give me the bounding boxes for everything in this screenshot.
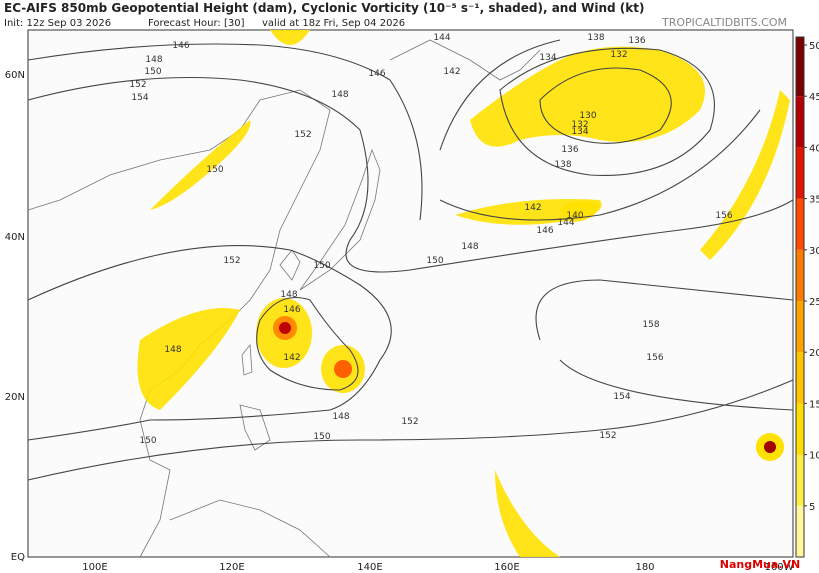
contour-label: 138 <box>587 33 604 43</box>
valid-time: valid at 18z Fri, Sep 04 2026 <box>262 18 405 29</box>
coastline <box>27 89 331 558</box>
contour-label: 136 <box>561 145 578 155</box>
contour-label: 148 <box>164 345 181 355</box>
init: Init: 12z Sep 03 2026 <box>4 18 111 29</box>
contour-label: 146 <box>368 69 385 79</box>
lon-label: 100E <box>82 562 107 573</box>
colorbar-frame <box>795 36 805 558</box>
coastline-2 <box>169 39 541 558</box>
lon-label: 160E <box>494 562 519 573</box>
contour-label: 154 <box>613 392 630 402</box>
contour-label: 152 <box>294 130 311 140</box>
colorbar-label: 50 <box>809 41 819 52</box>
contour-label: 150 <box>313 261 330 271</box>
islands <box>239 343 271 451</box>
contour-label: 148 <box>145 55 162 65</box>
colorbar-label: 20 <box>809 348 819 359</box>
contour-label: 142 <box>443 67 460 77</box>
contour-label: 152 <box>599 431 616 441</box>
lat-label: 40N <box>5 232 25 243</box>
colorbar-band <box>796 249 804 301</box>
contour-label: 136 <box>628 36 645 46</box>
forecast-hour: Forecast Hour: [30] <box>148 18 245 29</box>
lon-label: 180 <box>635 562 654 573</box>
colorbar-band <box>796 96 804 148</box>
contour-label: 142 <box>524 203 541 213</box>
contour-label: 154 <box>131 93 148 103</box>
colorbar-label: 45 <box>809 92 819 103</box>
japan <box>299 148 381 291</box>
contour-label: 156 <box>715 211 732 221</box>
contour-label: 132 <box>571 120 588 130</box>
lat-label: 20N <box>5 392 25 403</box>
lat-label: EQ <box>11 552 25 563</box>
contour-label: 152 <box>129 80 146 90</box>
watermark: NangMua.VN <box>720 558 800 571</box>
contour-label: 152 <box>223 256 240 266</box>
lon-label: 140E <box>357 562 382 573</box>
contour-label: 144 <box>557 218 574 228</box>
lon-label: 160W <box>765 562 794 573</box>
contour-label: 148 <box>280 290 297 300</box>
colorbar-label: 15 <box>809 399 819 410</box>
colorbar-band <box>796 403 804 455</box>
colorbar-band <box>796 198 804 250</box>
lat-label: 60N <box>5 70 25 81</box>
title: EC-AIFS 850mb Geopotential Height (dam),… <box>4 1 644 15</box>
colorbar-band <box>796 505 804 557</box>
source: TROPICALTIDBITS.COM <box>661 16 787 29</box>
contour-label: 158 <box>642 320 659 330</box>
contour-label: 134 <box>571 127 588 137</box>
contour-label: 148 <box>332 412 349 422</box>
colorbar-label: 10 <box>809 451 819 462</box>
colorbar-band <box>796 147 804 199</box>
contour-label: 148 <box>461 242 478 252</box>
lon-label: 120E <box>219 562 244 573</box>
contour-label: 132 <box>610 50 627 60</box>
contour-label: 148 <box>331 90 348 100</box>
contour-label: 138 <box>554 160 571 170</box>
vorticity-shading <box>137 30 790 557</box>
colorbar-band <box>796 37 804 97</box>
contour-label: 152 <box>401 417 418 427</box>
contour-label: 130 <box>579 111 596 121</box>
colorbar-label: 30 <box>809 246 819 257</box>
contour-label: 146 <box>283 305 300 315</box>
contour-label: 140 <box>566 211 583 221</box>
axes: 60N 40N 20N EQ 100E 120E 140E 160E 180 160W <box>5 70 794 573</box>
colorbar-label: 25 <box>809 297 819 308</box>
contour-label: 150 <box>206 165 223 175</box>
contour-label: 150 <box>313 432 330 442</box>
contour-label: 150 <box>426 256 443 266</box>
colorbar-label: 40 <box>809 143 819 154</box>
colorbar-band <box>796 301 804 353</box>
colorbar-label: 5 <box>809 502 815 513</box>
contour-label: 150 <box>144 67 161 77</box>
contour-label: 134 <box>539 53 556 63</box>
contour-label: 144 <box>433 33 450 43</box>
colorbar: 5 10 15 20 25 30 35 40 45 50 <box>795 36 819 558</box>
contour-label: 142 <box>283 353 300 363</box>
colorbar-band <box>796 352 804 404</box>
contour-label: 150 <box>139 436 156 446</box>
colorbar-label: 35 <box>809 195 819 206</box>
height-contours <box>27 39 794 481</box>
colorbar-band <box>796 454 804 506</box>
contour-label: 146 <box>536 226 553 236</box>
contour-label: 156 <box>646 353 663 363</box>
contour-label: 146 <box>172 41 189 51</box>
korea <box>279 249 301 281</box>
